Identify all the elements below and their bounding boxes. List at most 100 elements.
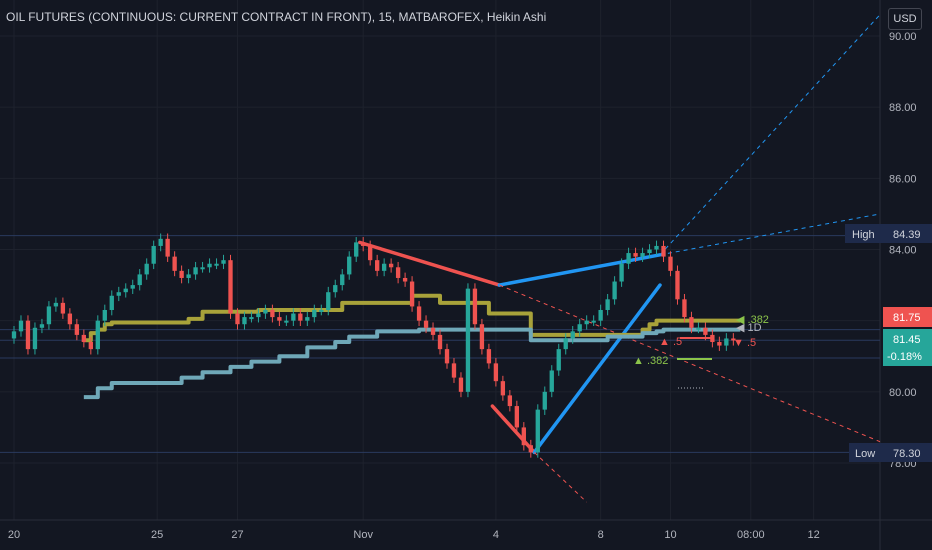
candle-body: [53, 302, 59, 307]
candle-body: [39, 324, 45, 328]
currency-button[interactable]: USD: [888, 8, 922, 30]
candle-body: [437, 334, 443, 350]
candle-body: [263, 309, 268, 314]
y-tick-label: 88.00: [889, 102, 917, 114]
price-green-badge: 81.45 -0.18%: [883, 329, 932, 366]
candle-body: [74, 324, 80, 335]
trend-segment: [497, 253, 662, 287]
y-tick-label: 86.00: [889, 173, 917, 185]
candle-body: [221, 260, 226, 264]
fib-label-a: ▲ .5: [659, 336, 682, 348]
candle-body: [354, 242, 359, 257]
candle-body: [340, 274, 345, 286]
candle-body: [619, 263, 624, 282]
candle-body: [130, 285, 135, 289]
candle-body: [18, 320, 24, 332]
y-tick-label: 80.00: [889, 387, 917, 399]
candle-body: [570, 331, 575, 339]
candle-body: [591, 320, 596, 323]
x-tick-label: 4: [493, 529, 499, 541]
candle-body: [46, 306, 52, 325]
indicator-bands: [83, 293, 741, 400]
candle-body: [361, 242, 366, 246]
candle-body: [696, 327, 701, 330]
candle-body: [11, 331, 17, 339]
x-tick-label: 10: [664, 529, 676, 541]
low-badge: Low 78.30: [849, 443, 932, 462]
candle-body: [521, 427, 526, 446]
candle-body: [612, 281, 617, 300]
candle-body: [102, 309, 107, 321]
candle-body: [347, 256, 352, 275]
candle-body: [479, 324, 485, 350]
candle-body: [249, 317, 254, 320]
price-change: -0.18%: [887, 351, 922, 363]
candle-body: [647, 249, 652, 254]
x-tick-label: 20: [8, 529, 20, 541]
candle-body: [668, 256, 673, 271]
candle-body: [430, 327, 436, 335]
candle-body: [151, 245, 156, 264]
candle-body: [486, 349, 492, 364]
fib-label-c: ▲ .382: [633, 355, 668, 367]
candle-body: [689, 317, 694, 328]
high-badge: High 84.39: [845, 224, 932, 243]
candle-body: [25, 320, 31, 350]
candle-body: [123, 288, 128, 293]
candle-body: [633, 253, 638, 257]
candle-body: [305, 317, 310, 321]
candle-body: [116, 292, 121, 296]
price-green-value: 81.45: [893, 334, 921, 346]
candle-body: [465, 288, 471, 392]
candle-body: [172, 256, 177, 271]
dashed-ray: [659, 213, 881, 256]
candle-body: [298, 313, 303, 321]
candle-body: [158, 238, 163, 246]
candle-body: [584, 320, 589, 325]
candle-body: [95, 320, 100, 350]
candle-body: [493, 363, 499, 382]
candle-body: [724, 338, 729, 346]
trend-segment: [357, 240, 502, 287]
candle-body: [703, 327, 708, 335]
candle-body: [109, 295, 114, 310]
x-tick-label: 27: [231, 529, 243, 541]
price-red-value: 81.75: [893, 312, 921, 324]
price-red-badge: 81.75: [883, 307, 932, 327]
candle-body: [381, 263, 387, 271]
candle-body: [577, 324, 582, 332]
candle-body: [640, 253, 645, 257]
candle-body: [444, 349, 450, 364]
trend-segment: [532, 283, 662, 455]
candle-body: [626, 253, 631, 264]
candle-body: [661, 245, 666, 257]
high-label: High: [852, 229, 875, 241]
candle-body: [228, 260, 233, 314]
candle-body: [284, 320, 289, 323]
candle-body: [535, 409, 540, 453]
candle-body: [193, 267, 198, 275]
candle-body: [256, 313, 261, 318]
candle-body: [451, 363, 457, 378]
candle-body: [144, 263, 149, 275]
candle-body: [388, 263, 394, 268]
candle-body: [598, 309, 603, 321]
fib-label-d: ◀ .382: [736, 314, 769, 326]
candle-body: [402, 277, 408, 282]
y-tick-label: 90.00: [889, 31, 917, 43]
candle-body: [165, 238, 170, 257]
heikin-ashi-candles: [11, 233, 736, 458]
candle-body: [731, 338, 736, 341]
candle-body: [242, 317, 247, 325]
candle-body: [326, 292, 331, 310]
candle-body: [654, 245, 659, 250]
candle-body: [88, 342, 93, 350]
candle-body: [333, 285, 338, 293]
candle-body: [312, 309, 317, 318]
x-tick-label: 8: [598, 529, 604, 541]
low-label: Low: [855, 448, 875, 460]
candle-body: [717, 342, 722, 346]
candle-body: [395, 267, 401, 278]
